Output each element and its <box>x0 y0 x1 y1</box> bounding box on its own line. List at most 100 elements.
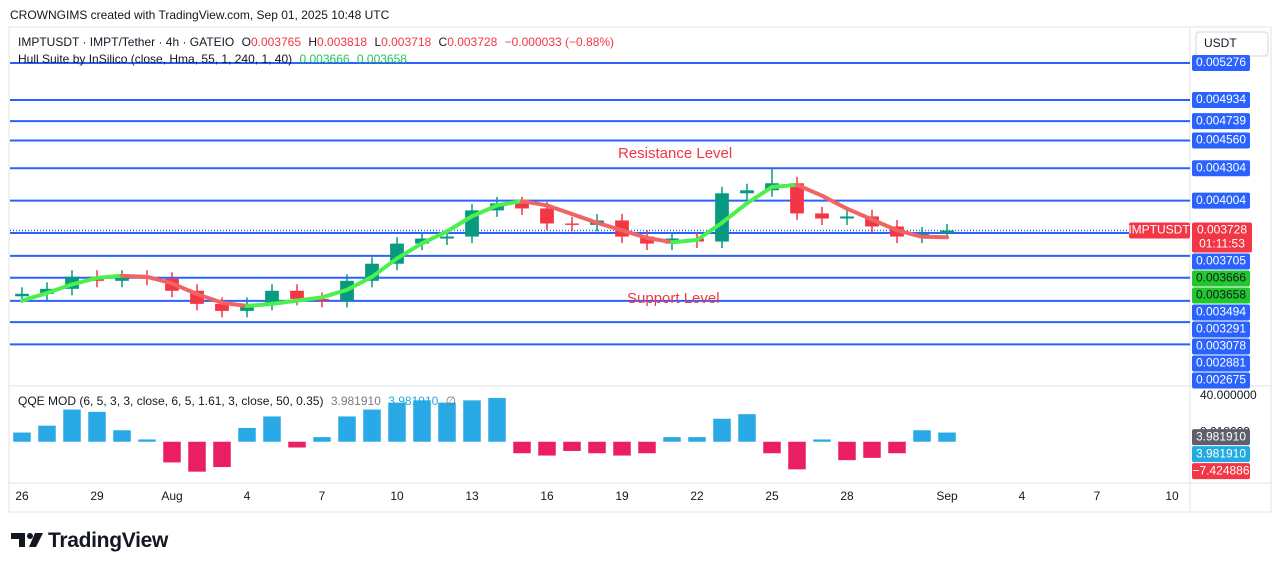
hull-segment <box>170 281 199 297</box>
x-tick-label: 4 <box>1019 489 1026 503</box>
qqe-bar <box>888 441 906 454</box>
symbol[interactable]: IMPTUSDT · IMPT/Tether · 4h · GATEIO <box>18 35 235 49</box>
hull-segment <box>45 282 74 296</box>
x-tick-label: 28 <box>840 489 854 503</box>
hull-segment <box>820 193 849 211</box>
hull-segment <box>445 214 474 234</box>
candle-body <box>265 290 279 304</box>
x-tick-label: Sep <box>936 489 958 503</box>
qqe-bar <box>388 402 406 442</box>
value-tag-label: 3.981910 <box>1196 429 1246 443</box>
qqe-bar <box>688 437 706 442</box>
hull-tag <box>1192 287 1250 304</box>
qqe-bar <box>513 441 531 454</box>
hull-segment <box>595 220 624 233</box>
indicator-name[interactable]: Hull Suite by InSilico (close, Hma, 55, … <box>18 52 293 66</box>
qqe-bar <box>363 409 381 442</box>
candle-body <box>640 236 654 244</box>
qqe-bar <box>63 409 81 442</box>
visibility-icon[interactable]: ∅ <box>445 394 457 408</box>
price-tag-label: 0.003728 <box>1197 223 1247 237</box>
hull-segment <box>720 201 749 225</box>
candle-body <box>740 190 754 194</box>
hull-segment <box>120 273 149 279</box>
hull-segment <box>95 273 124 280</box>
qqe-bar <box>288 441 306 448</box>
level-tag-label: 0.004934 <box>1196 92 1246 106</box>
value-tag <box>1192 463 1250 480</box>
annotation: Resistance Level <box>618 145 733 162</box>
hull-segment <box>895 228 924 239</box>
logo <box>11 533 43 547</box>
qqe-bar <box>813 439 831 442</box>
qqe-bar <box>938 432 956 442</box>
indicator-value: 3.981910 <box>330 394 381 408</box>
candle-body <box>565 223 579 225</box>
ohlc-label: O <box>241 35 251 49</box>
value-tag-label: −7.424886 <box>1192 463 1249 477</box>
level-tag-label: 0.003078 <box>1196 339 1246 353</box>
hull-segment <box>70 275 99 287</box>
qqe-bar <box>163 441 181 463</box>
level-tag-label: 0.002675 <box>1196 373 1246 387</box>
ohlc-value: 0.003728 <box>447 35 498 49</box>
indicator-value: 3.981910 <box>388 394 439 408</box>
hull-tag-label: 0.003666 <box>1196 271 1246 285</box>
indicator-name[interactable]: QQE MOD (6, 5, 3, 3, close, 6, 5, 1.61, … <box>18 394 324 408</box>
qqe-bar <box>138 439 156 442</box>
currency: USDT <box>1204 36 1237 50</box>
hull-segment <box>395 241 424 261</box>
qqe-bar <box>13 432 31 442</box>
hull-segment <box>670 238 699 245</box>
qqe-bar <box>788 441 806 470</box>
qqe-bar <box>488 398 506 442</box>
hull-segment <box>495 199 524 208</box>
qqe-bar <box>113 430 131 442</box>
level-tag-label: 0.003291 <box>1196 322 1246 336</box>
ohlc-value: 0.003818 <box>317 35 368 49</box>
credit: CROWNGIMS created with TradingView.com, … <box>10 8 390 22</box>
candle-body <box>540 208 554 224</box>
x-tick-label: 4 <box>244 489 251 503</box>
level-tag-label: 0.003494 <box>1196 305 1246 319</box>
hull-segment <box>870 217 899 233</box>
candle-body <box>315 298 329 301</box>
price-tag <box>1192 222 1252 253</box>
qqe-bar <box>613 441 631 456</box>
value-tag <box>1192 429 1250 446</box>
level-tag <box>1192 92 1250 109</box>
level-tag <box>1192 304 1250 321</box>
hull-segment <box>620 228 649 240</box>
level-tag <box>1192 372 1250 389</box>
candle-body <box>790 183 804 214</box>
qqe-bar <box>213 441 231 468</box>
hull-segment <box>320 287 349 300</box>
level-tag <box>1192 338 1250 355</box>
x-tick-label: 29 <box>90 489 104 503</box>
qqe-bar <box>538 441 556 456</box>
candle-body <box>215 303 229 311</box>
qqe-bar <box>413 400 431 442</box>
level-tag-label: 0.004560 <box>1196 133 1246 147</box>
qqe-legend: QQE MOD (6, 5, 3, 3, close, 6, 5, 1.61, … <box>18 394 460 408</box>
level-tag-label: 0.003705 <box>1196 254 1246 268</box>
indicator-value: 0.003666 <box>299 52 350 66</box>
hull-legend: Hull Suite by InSilico (close, Hma, 55, … <box>18 52 411 66</box>
hull-segment <box>220 300 249 309</box>
hull-segment <box>770 182 799 190</box>
ohlc-value: 0.003765 <box>250 35 302 49</box>
hull-segment <box>745 185 774 206</box>
hull-segment <box>845 206 874 222</box>
level-tag <box>1192 132 1250 149</box>
hull-segment <box>345 274 374 292</box>
candle-body <box>440 236 454 239</box>
annotation: Support Level <box>627 290 720 307</box>
qqe-bar <box>638 441 656 454</box>
level-tag <box>1192 253 1250 270</box>
x-tick-label: 7 <box>319 489 326 503</box>
indicator-value: 0.003658 <box>356 52 407 66</box>
symbol-tag-label: IMPTUSDT <box>1128 223 1190 237</box>
x-tick-label: 25 <box>765 489 779 503</box>
